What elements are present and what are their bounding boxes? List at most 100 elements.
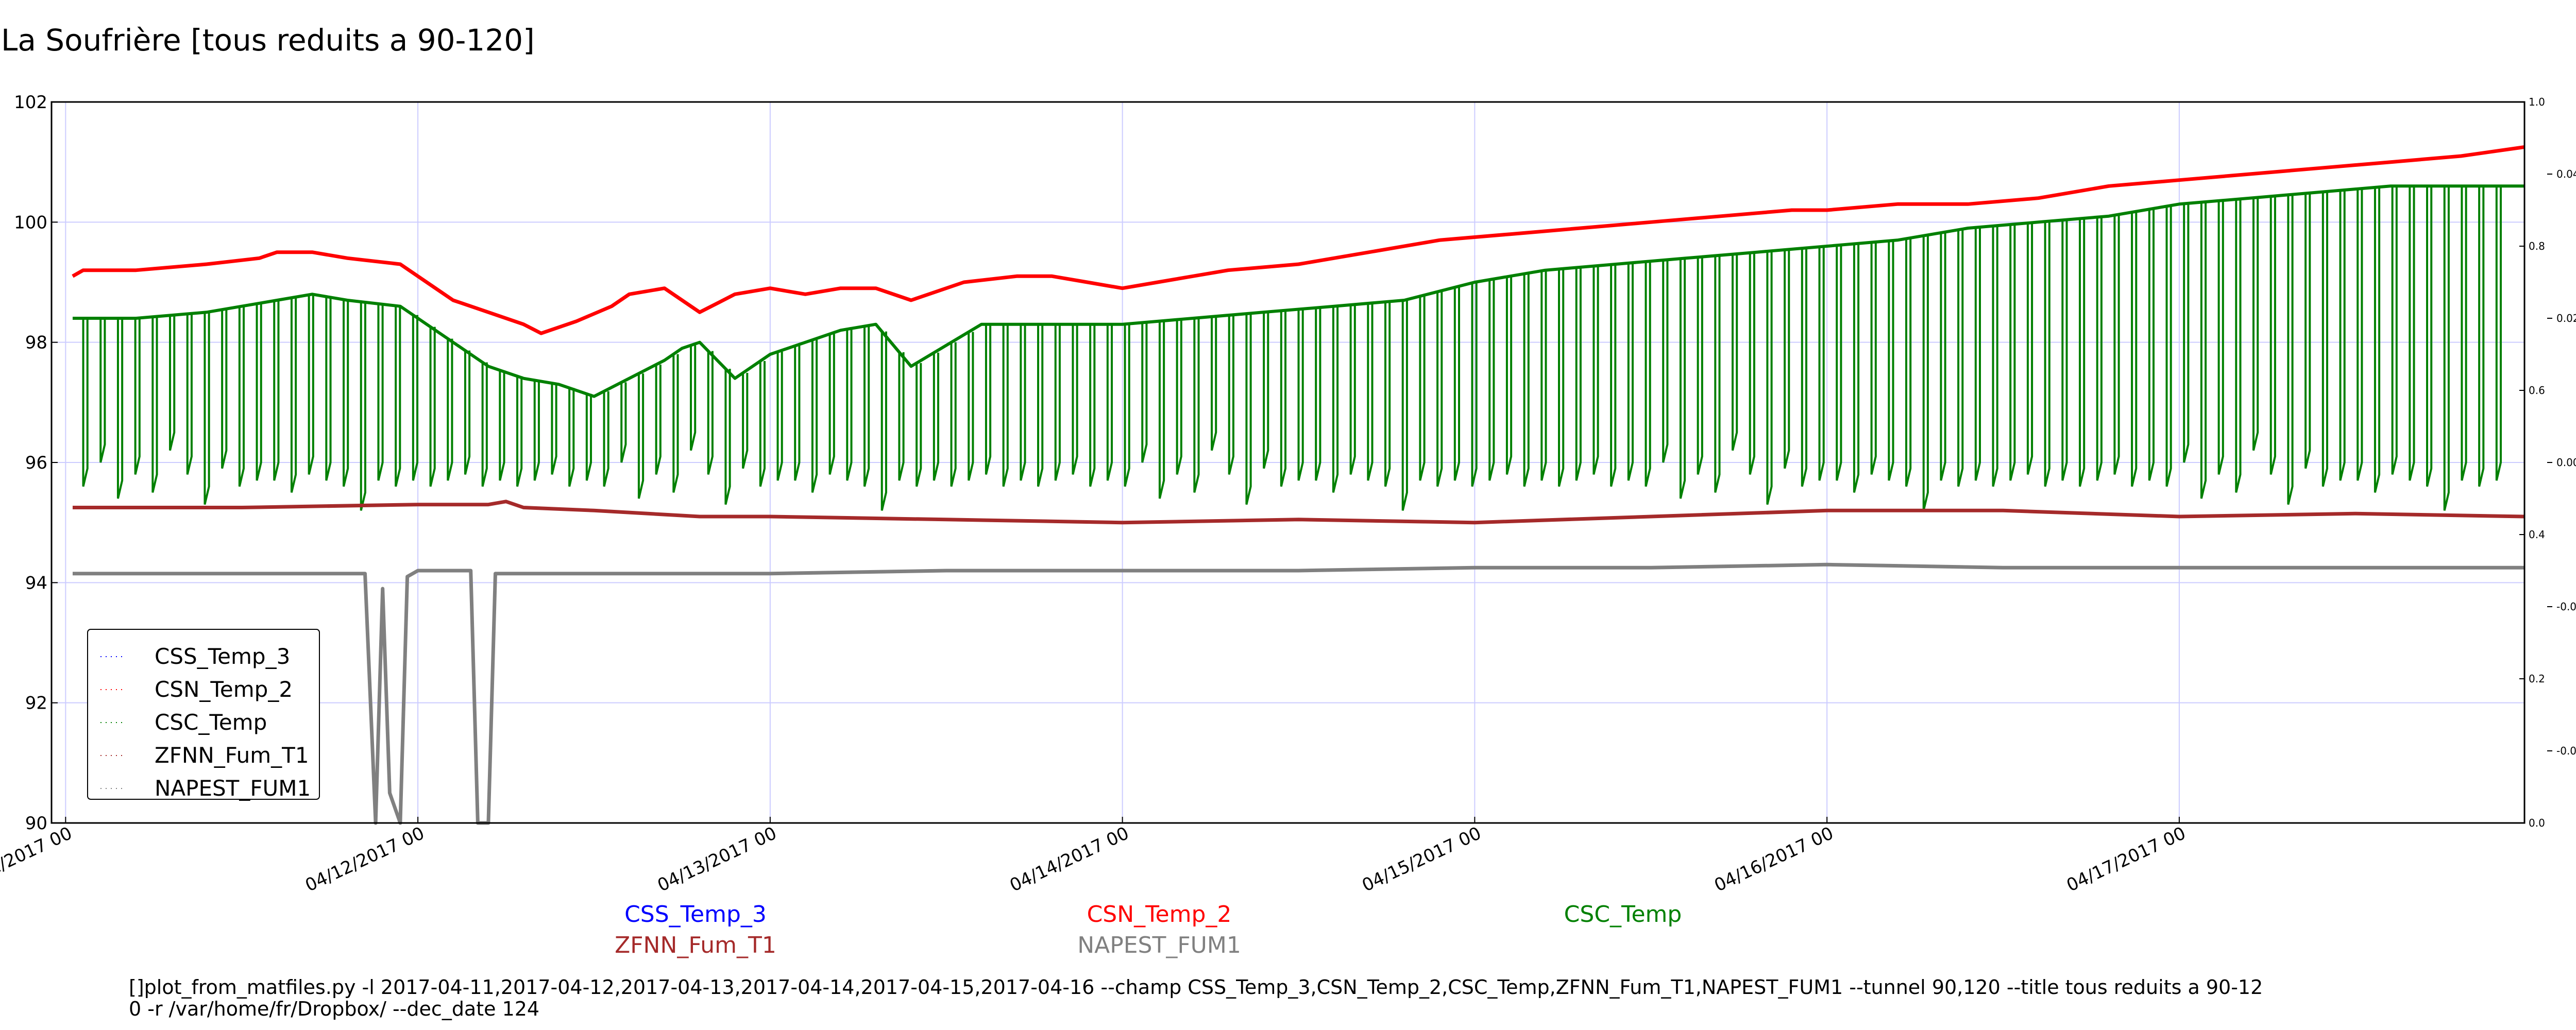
series-spike-CSC_Temp (2061, 220, 2068, 481)
y-tick-label: 90 (25, 813, 47, 834)
series-spike-CSC_Temp (395, 305, 401, 487)
series-spike-CSC_Temp (776, 352, 783, 481)
right-tick-label: 0.6 (2529, 384, 2545, 397)
series-spike-CSC_Temp (499, 370, 505, 481)
series-spike-CSC_Temp (1922, 235, 1929, 511)
series-color-labels: CSS_Temp_3 CSN_Temp_2 CSC_Temp ZFNN_Fum_T1 N… (615, 901, 1682, 958)
series-spike-CSC_Temp (116, 318, 124, 499)
series-spike-CSC_Temp (1384, 302, 1391, 487)
command-line-1: []plot_from_matfiles.py -l 2017-04-11,20… (129, 976, 2263, 999)
series-spike-CSC_Temp (1697, 257, 1703, 475)
series-spike-CSC_Temp (1766, 251, 1773, 505)
right-tick-label: 0.4 (2529, 528, 2545, 541)
series-spike-CSC_Temp (655, 364, 662, 475)
series-spike-CSC_Temp (1940, 232, 1946, 481)
series-spike-CSC_Temp (1436, 291, 1443, 487)
series-spike-CSC_Temp (1054, 324, 1061, 481)
y-tick-label: 102 (14, 92, 47, 113)
x-tick-label: 04/15/2017 00 (1359, 823, 1485, 896)
series-spike-CSC_Temp (429, 327, 436, 487)
right-tick-label: 0.2 (2529, 673, 2545, 685)
right-tick-label: 0.8 (2529, 240, 2545, 252)
series-spike-CSC_Temp (1245, 314, 1252, 505)
series-spike-CSC_Temp (916, 363, 922, 487)
series-spike-CSC_Temp (1679, 259, 1686, 499)
series-spike-CSC_Temp (1228, 315, 1234, 475)
series-spike-CSC_Temp (2304, 193, 2311, 469)
series-color-label: CSN_Temp_2 (1087, 901, 1232, 928)
series-spike-CSC_Temp (1037, 324, 1044, 487)
series-spike-CSC_Temp (968, 332, 974, 481)
series-spike-CSC_Temp (950, 342, 957, 487)
series-spike-CSC_Temp (238, 306, 245, 487)
legend-series-label: CSN_Temp_2 (155, 677, 293, 702)
legend-series-label: CSC_Temp (155, 710, 267, 735)
series-spike-CSC_Temp (377, 303, 384, 481)
series-line-ZFNN_Fum_T1 (73, 500, 2525, 525)
series-spike-CSC_Temp (1992, 226, 1998, 487)
series-spike-CSC_Temp (1853, 244, 1860, 493)
series-spike-CSC_Temp (99, 318, 106, 463)
series-spike-CSC_Temp (256, 303, 262, 481)
series-spike-CSC_Temp (1957, 230, 1964, 487)
inner-right-tick-label: 0.00 (2556, 456, 2576, 469)
series-spike-CSC_Temp (1558, 269, 1565, 487)
series-spike-CSC_Temp (1610, 264, 1617, 487)
axes: 04/11/2017 00 04/12/2017 00 04/13/2017 00 0… (0, 92, 2576, 896)
series-spike-CSC_Temp (2478, 186, 2485, 487)
series-spike-CSC_Temp (169, 315, 176, 451)
series-spike-CSC_Temp (1419, 296, 1426, 481)
series-spike-CSC_Temp (2148, 209, 2155, 481)
series-spike-CSC_Temp (1453, 287, 1461, 481)
series-spike-CSC_Temp (1523, 273, 1530, 487)
series-color-label: CSS_Temp_3 (624, 901, 767, 928)
series-spike-CSC_Temp (516, 376, 523, 487)
inner-right-tick-label: 0.02 (2556, 312, 2576, 324)
series-spike-CSC_Temp (759, 361, 766, 487)
series-spike-CSC_Temp (1332, 306, 1339, 493)
series-spike-CSC_Temp (637, 373, 645, 499)
series-line-NAPEST_FUM1 (73, 562, 2524, 825)
series-spike-CSC_Temp (742, 373, 749, 469)
series-spike-CSC_Temp (585, 393, 592, 481)
series-spike-CSC_Temp (933, 352, 940, 481)
series-spike-CSC_Temp (724, 369, 731, 505)
series-spike-CSC_Temp (1124, 324, 1130, 487)
series-spike-CSC_Temp (880, 331, 887, 511)
series-spike-CSC_Temp (1280, 311, 1287, 487)
series-spike-CSC_Temp (1072, 324, 1078, 475)
series-line-CSC_Temp (73, 184, 2524, 398)
y-tick-label: 96 (25, 453, 47, 473)
series-spike-CSC_Temp (690, 345, 697, 451)
series-spike-CSC_Temp (2269, 196, 2276, 475)
series-spike-CSC_Temp (204, 312, 210, 505)
series-spike-CSC_Temp (568, 388, 575, 487)
series-spike-CSC_Temp (1297, 309, 1304, 481)
series-spike-CSC_Temp (1714, 255, 1721, 493)
right-tick-label: 0.0 (2529, 817, 2545, 829)
series-spike-CSC_Temp (343, 299, 349, 487)
command-line-2: 0 -r /var/home/fr/Dropbox/ --dec_date 12… (129, 998, 540, 1020)
series-spike-CSC_Temp (464, 350, 471, 475)
series-spike-CSC_Temp (2287, 195, 2294, 505)
series-spike-CSC_Temp (707, 351, 714, 475)
series-spike-CSC_Temp (1749, 252, 1755, 475)
series-spike-CSC_Temp (1888, 241, 1894, 481)
series-spike-CSC_Temp (1401, 300, 1408, 511)
series-spike-CSC_Temp (447, 338, 453, 481)
x-tick-label: 04/13/2017 00 (654, 823, 780, 896)
series-spike-CSC_Temp (134, 318, 141, 475)
series-spike-CSC_Temp (1784, 250, 1790, 469)
series-spike-CSC_Temp (1592, 266, 1599, 475)
series-spike-CSC_Temp (1662, 260, 1669, 463)
series-spike-CSC_Temp (1089, 324, 1096, 487)
series-spike-CSC_Temp (1905, 238, 1912, 487)
series-spike-CSC_Temp (1263, 312, 1269, 469)
series-spike-CSC_Temp (2113, 215, 2120, 475)
inner-right-tick-label: 0.04 (2556, 168, 2576, 180)
series-layer (72, 145, 2525, 825)
series-spike-CSC_Temp (1471, 283, 1478, 487)
series-spike-CSC_Temp (1002, 324, 1009, 487)
series-color-label: CSC_Temp (1564, 901, 1682, 928)
